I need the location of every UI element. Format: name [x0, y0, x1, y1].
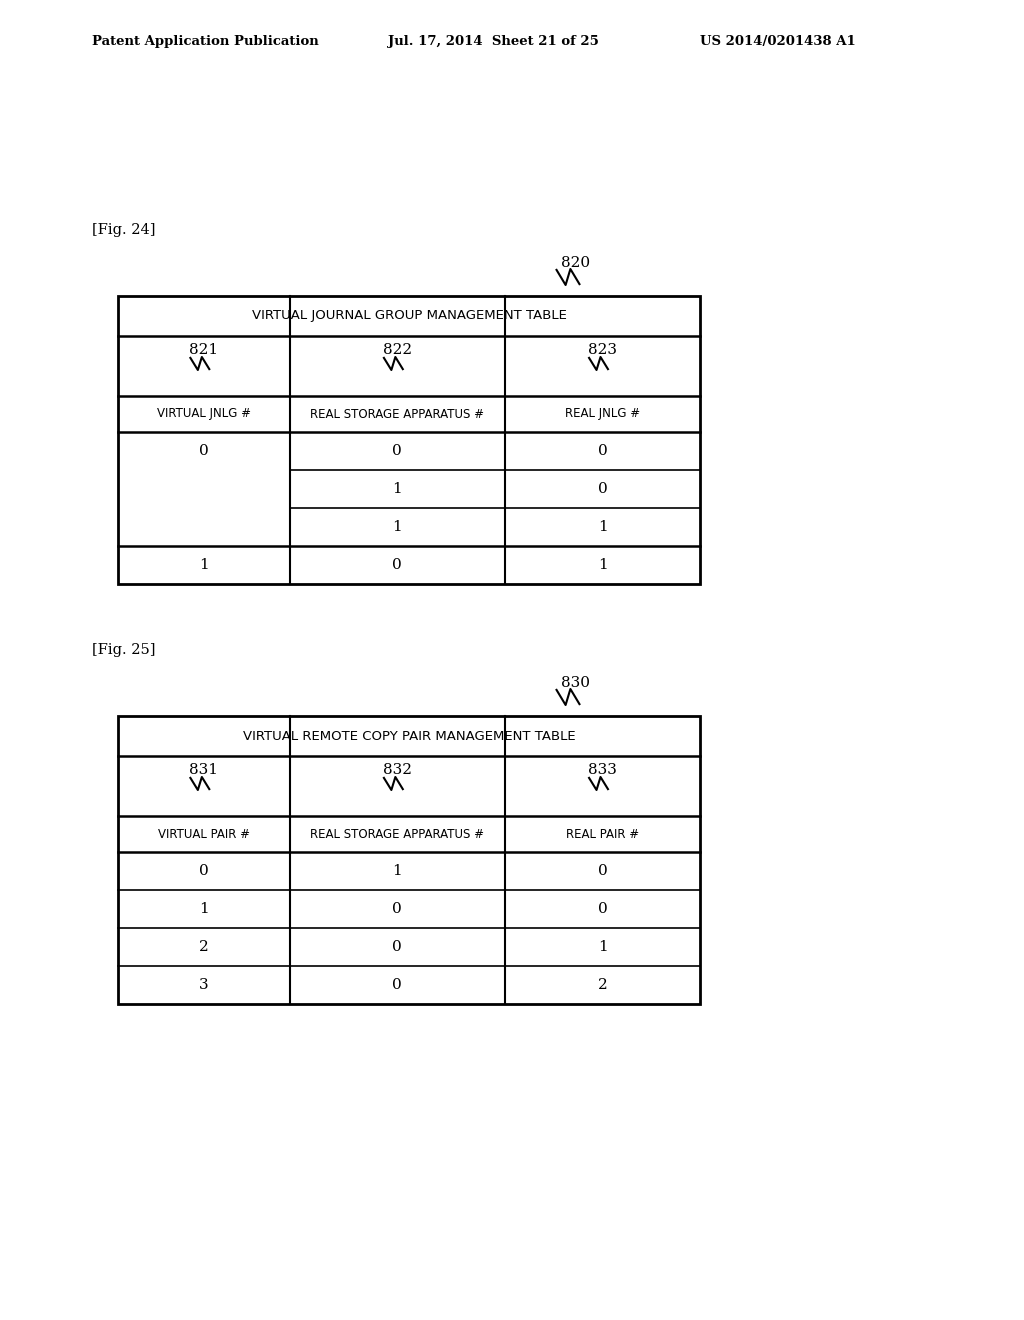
Bar [118, 296, 700, 583]
Text: 832: 832 [383, 763, 412, 777]
Text: VIRTUAL REMOTE COPY PAIR MANAGEMENT TABLE: VIRTUAL REMOTE COPY PAIR MANAGEMENT TABL… [243, 730, 575, 742]
Text: 1: 1 [199, 558, 209, 572]
Text: 1: 1 [598, 520, 607, 535]
Text: [Fig. 25]: [Fig. 25] [92, 643, 156, 657]
Text: 1: 1 [392, 520, 402, 535]
Text: 1: 1 [392, 865, 402, 878]
Text: 3: 3 [199, 978, 209, 993]
Text: 0: 0 [392, 902, 402, 916]
Text: 0: 0 [392, 940, 402, 954]
Text: 1: 1 [598, 940, 607, 954]
Text: VIRTUAL PAIR #: VIRTUAL PAIR # [158, 828, 250, 841]
Text: 0: 0 [392, 978, 402, 993]
Text: 0: 0 [598, 482, 607, 496]
Text: 821: 821 [189, 343, 218, 356]
Text: 2: 2 [199, 940, 209, 954]
Text: Patent Application Publication: Patent Application Publication [92, 36, 318, 49]
Text: 1: 1 [199, 902, 209, 916]
Text: Jul. 17, 2014  Sheet 21 of 25: Jul. 17, 2014 Sheet 21 of 25 [388, 36, 599, 49]
Text: 2: 2 [598, 978, 607, 993]
Text: US 2014/0201438 A1: US 2014/0201438 A1 [700, 36, 856, 49]
Text: 830: 830 [561, 676, 591, 690]
Text: 831: 831 [189, 763, 218, 777]
Text: 820: 820 [561, 256, 591, 271]
Text: 822: 822 [383, 343, 412, 356]
Text: 0: 0 [392, 558, 402, 572]
Text: 0: 0 [598, 444, 607, 458]
Text: VIRTUAL JNLG #: VIRTUAL JNLG # [157, 408, 251, 421]
Text: 0: 0 [199, 865, 209, 878]
Text: 823: 823 [588, 343, 617, 356]
Text: REAL STORAGE APPARATUS #: REAL STORAGE APPARATUS # [310, 408, 484, 421]
Text: REAL STORAGE APPARATUS #: REAL STORAGE APPARATUS # [310, 828, 484, 841]
Text: 833: 833 [588, 763, 616, 777]
Text: 0: 0 [598, 865, 607, 878]
Bar [118, 715, 700, 1005]
Text: REAL JNLG #: REAL JNLG # [565, 408, 640, 421]
Text: 0: 0 [392, 444, 402, 458]
Text: 1: 1 [392, 482, 402, 496]
Text: REAL PAIR #: REAL PAIR # [566, 828, 639, 841]
Text: VIRTUAL JOURNAL GROUP MANAGEMENT TABLE: VIRTUAL JOURNAL GROUP MANAGEMENT TABLE [252, 309, 566, 322]
Text: 1: 1 [598, 558, 607, 572]
Text: 0: 0 [199, 444, 209, 458]
Text: 0: 0 [598, 902, 607, 916]
Text: [Fig. 24]: [Fig. 24] [92, 223, 156, 238]
